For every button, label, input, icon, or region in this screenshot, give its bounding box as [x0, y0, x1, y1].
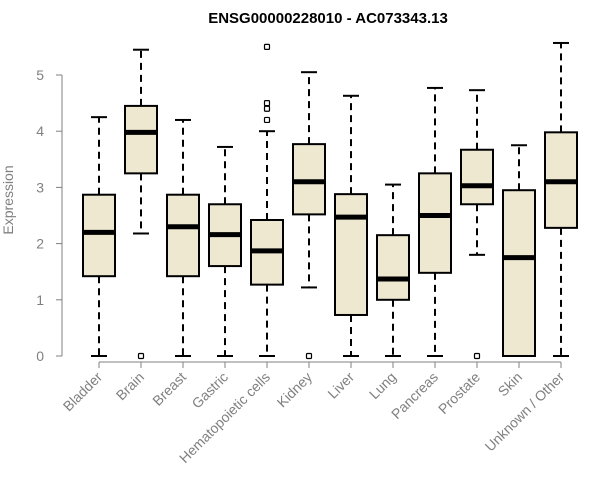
x-tick-label: Lung — [366, 369, 399, 402]
x-tick-label: Liver — [324, 369, 357, 402]
y-tick-label: 3 — [36, 179, 44, 195]
box-unknown-other — [544, 41, 578, 357]
box-hematopoietic-cells — [250, 43, 284, 357]
box-bladder — [82, 116, 116, 357]
x-tick-label: Kidney — [274, 369, 316, 411]
y-tick-label: 1 — [36, 292, 44, 308]
outlier-point — [263, 99, 271, 107]
iqr-box — [124, 104, 158, 175]
y-tick-label: 2 — [36, 236, 44, 252]
box-prostate — [460, 89, 494, 360]
outlier-point — [473, 352, 481, 360]
iqr-box — [292, 143, 326, 216]
iqr-box — [418, 172, 452, 274]
box-lung — [376, 183, 410, 357]
box-kidney — [292, 71, 326, 360]
x-tick-label: Unknown / Other — [482, 369, 568, 455]
x-tick-label: Pancreas — [388, 369, 441, 422]
box-brain — [124, 48, 158, 360]
outlier-point — [263, 116, 271, 124]
x-tick-label: Bladder — [60, 369, 106, 415]
box-group — [82, 41, 578, 360]
x-tick-label: Brain — [113, 369, 147, 403]
chart-title: ENSG00000228010 - AC073343.13 — [208, 10, 448, 27]
y-tick-label: 5 — [36, 67, 44, 83]
iqr-box — [166, 193, 200, 278]
box-skin — [502, 144, 536, 357]
outlier-point — [263, 43, 271, 51]
box-breast — [166, 118, 200, 357]
iqr-box — [460, 148, 494, 206]
x-tick-label: Skin — [495, 369, 526, 400]
x-tick-label: Prostate — [435, 369, 483, 417]
y-axis: 0 1 2 3 4 5 — [36, 67, 63, 364]
outlier-point — [263, 105, 271, 112]
iqr-box — [502, 189, 536, 357]
iqr-box — [82, 193, 116, 278]
outlier-point — [137, 352, 145, 360]
box-gastric — [208, 145, 242, 357]
box-liver — [334, 94, 368, 357]
y-tick-label: 0 — [36, 348, 44, 364]
y-tick-label: 4 — [36, 123, 44, 139]
x-tick-label: Breast — [149, 369, 189, 409]
y-axis-label: Expression — [0, 165, 16, 234]
outlier-point — [305, 352, 313, 360]
box-pancreas — [418, 86, 452, 357]
iqr-box — [376, 234, 410, 301]
iqr-box — [334, 193, 368, 316]
